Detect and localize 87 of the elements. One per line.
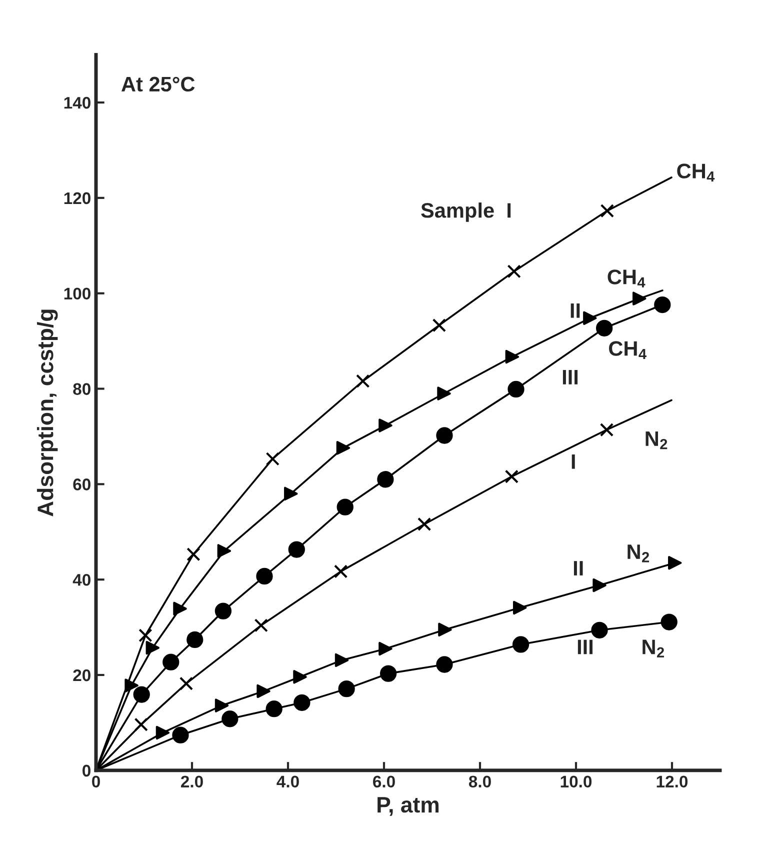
- x-tick-label: 4.0: [276, 776, 299, 788]
- x-tick-label: 6.0: [373, 776, 395, 788]
- annotation: III: [562, 370, 578, 384]
- x-axis-title: P, atm: [378, 797, 439, 816]
- annotation: CH$_{4}$: [677, 164, 715, 182]
- point: [214, 602, 232, 620]
- point: [583, 311, 597, 325]
- point: [284, 486, 298, 501]
- point: [378, 418, 392, 432]
- annotation: CH$_{4}$: [609, 341, 646, 359]
- point: [432, 318, 446, 332]
- point: [254, 618, 268, 632]
- annotation: N$_{2}$: [628, 544, 650, 562]
- point: [508, 380, 524, 398]
- x-tick-label: 8.0: [468, 776, 491, 788]
- point: [334, 564, 348, 578]
- point: [179, 676, 194, 690]
- y-axis-title: Adsorption, ccstp/g: [36, 310, 58, 516]
- point: [654, 296, 671, 314]
- point: [138, 628, 152, 642]
- point: [293, 670, 307, 684]
- annotation: II: [570, 303, 580, 318]
- y-tick-label: 0: [82, 764, 90, 777]
- y-tick-label: 20: [73, 669, 90, 682]
- point: [266, 452, 280, 466]
- annotation: CH$_{4}$: [608, 270, 646, 288]
- annotation: At 25°C: [121, 76, 195, 92]
- y-tick-label: 80: [73, 383, 90, 395]
- point: [504, 470, 519, 484]
- point: [507, 264, 521, 278]
- point: [222, 710, 238, 728]
- x-tick-label: 0: [92, 776, 100, 788]
- point: [437, 386, 451, 400]
- point: [596, 320, 613, 336]
- point: [336, 498, 354, 516]
- point: [334, 653, 349, 668]
- point: [512, 636, 530, 653]
- y-tick-label: 120: [64, 192, 90, 204]
- annotation: II: [574, 561, 583, 576]
- point: [162, 654, 180, 670]
- y-tick-label: 140: [64, 96, 90, 109]
- annotation: III: [578, 640, 593, 654]
- point: [436, 656, 453, 673]
- point: [186, 631, 204, 648]
- point: [336, 441, 350, 455]
- point: [146, 640, 160, 655]
- annotation: I: [572, 454, 575, 469]
- point: [256, 684, 270, 698]
- point: [591, 622, 608, 638]
- point: [256, 568, 273, 585]
- point: [156, 726, 170, 740]
- point: [134, 718, 148, 732]
- point: [380, 665, 397, 682]
- y-tick-label: 40: [72, 574, 90, 586]
- point: [214, 698, 229, 712]
- point: [288, 541, 305, 558]
- point: [600, 204, 614, 218]
- point: [173, 602, 187, 616]
- point: [378, 642, 392, 656]
- point: [338, 680, 355, 698]
- point: [436, 427, 453, 444]
- point: [438, 622, 452, 637]
- point: [266, 700, 282, 718]
- annotation: Sample I: [421, 202, 511, 222]
- point: [186, 547, 200, 562]
- x-tick-label: 12.0: [656, 776, 688, 788]
- point: [512, 600, 527, 615]
- point: [356, 374, 370, 388]
- x-tick-label: 2.0: [180, 776, 203, 788]
- point: [377, 471, 394, 488]
- y-tick-label: 100: [64, 288, 90, 300]
- point: [592, 578, 606, 592]
- x-tick-label: 10.0: [560, 776, 592, 788]
- point: [600, 422, 614, 437]
- point: [172, 726, 189, 744]
- point: [217, 544, 232, 558]
- point: [668, 556, 682, 570]
- point: [417, 517, 432, 532]
- point: [133, 686, 150, 703]
- point: [124, 678, 138, 692]
- y-tick-label: 60: [73, 478, 90, 490]
- point: [660, 614, 678, 630]
- annotation: N$_{2}$: [642, 640, 664, 658]
- point: [294, 694, 310, 711]
- point: [632, 292, 646, 306]
- point: [505, 350, 520, 364]
- annotation: N$_{2}$: [646, 432, 668, 450]
